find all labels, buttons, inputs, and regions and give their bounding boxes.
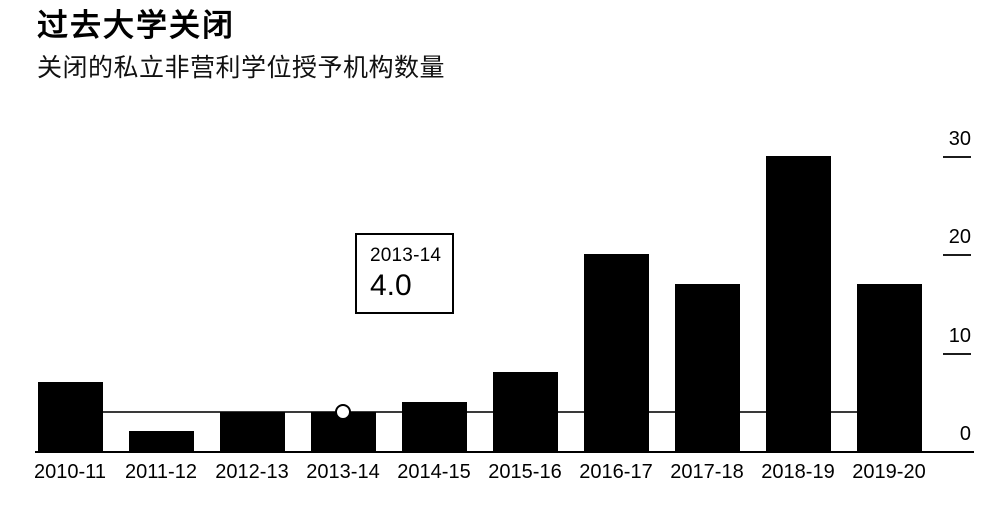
hover-marker-circle — [335, 403, 351, 420]
bar-2012-13[interactable] — [219, 411, 285, 451]
y-tick-label-20: 20 — [948, 226, 971, 248]
bar-2018-19[interactable] — [765, 155, 831, 451]
tooltip-label: 2013-14 — [370, 245, 442, 266]
y-tick-label-30: 30 — [948, 127, 971, 150]
tooltip-value: 4.0 — [370, 269, 412, 302]
x-tick-label-2012-13: 2012-13 — [215, 461, 289, 483]
bar-2015-16[interactable] — [492, 372, 558, 451]
y-tick-mark-10 — [943, 352, 971, 355]
bar-2011-12[interactable] — [128, 431, 194, 451]
y-tick-mark-20 — [943, 254, 971, 256]
y-tick-mark-30 — [943, 155, 971, 158]
y-tick-label-10: 10 — [948, 324, 971, 347]
x-tick-label-2015-16: 2015-16 — [488, 461, 562, 483]
tooltip: 2013-14 4.0 — [355, 233, 454, 314]
chart-subtitle: 关闭的私立非营利学位授予机构数量 — [37, 54, 446, 82]
reference-line — [37, 410, 922, 413]
x-tick-label-2013-14: 2013-14 — [306, 461, 380, 483]
bar-2017-18[interactable] — [674, 283, 740, 451]
y-tick-label-0: 0 — [959, 423, 971, 445]
x-tick-label-2017-18: 2017-18 — [670, 461, 744, 483]
bar-2019-20[interactable] — [856, 283, 922, 451]
x-tick-label-2016-17: 2016-17 — [579, 461, 653, 483]
x-tick-label-2018-19: 2018-19 — [761, 461, 835, 483]
bar-2016-17[interactable] — [583, 254, 649, 451]
chart-title: 过去大学关闭 — [37, 8, 235, 43]
x-tick-label-2010-11: 2010-11 — [34, 461, 106, 483]
bar-2014-15[interactable] — [401, 401, 467, 451]
x-tick-label-2011-12: 2011-12 — [125, 461, 197, 483]
x-tick-label-2019-20: 2019-20 — [852, 461, 926, 483]
x-axis-line — [35, 451, 974, 453]
bar-2010-11[interactable] — [37, 382, 103, 451]
x-tick-label-2014-15: 2014-15 — [397, 461, 471, 483]
